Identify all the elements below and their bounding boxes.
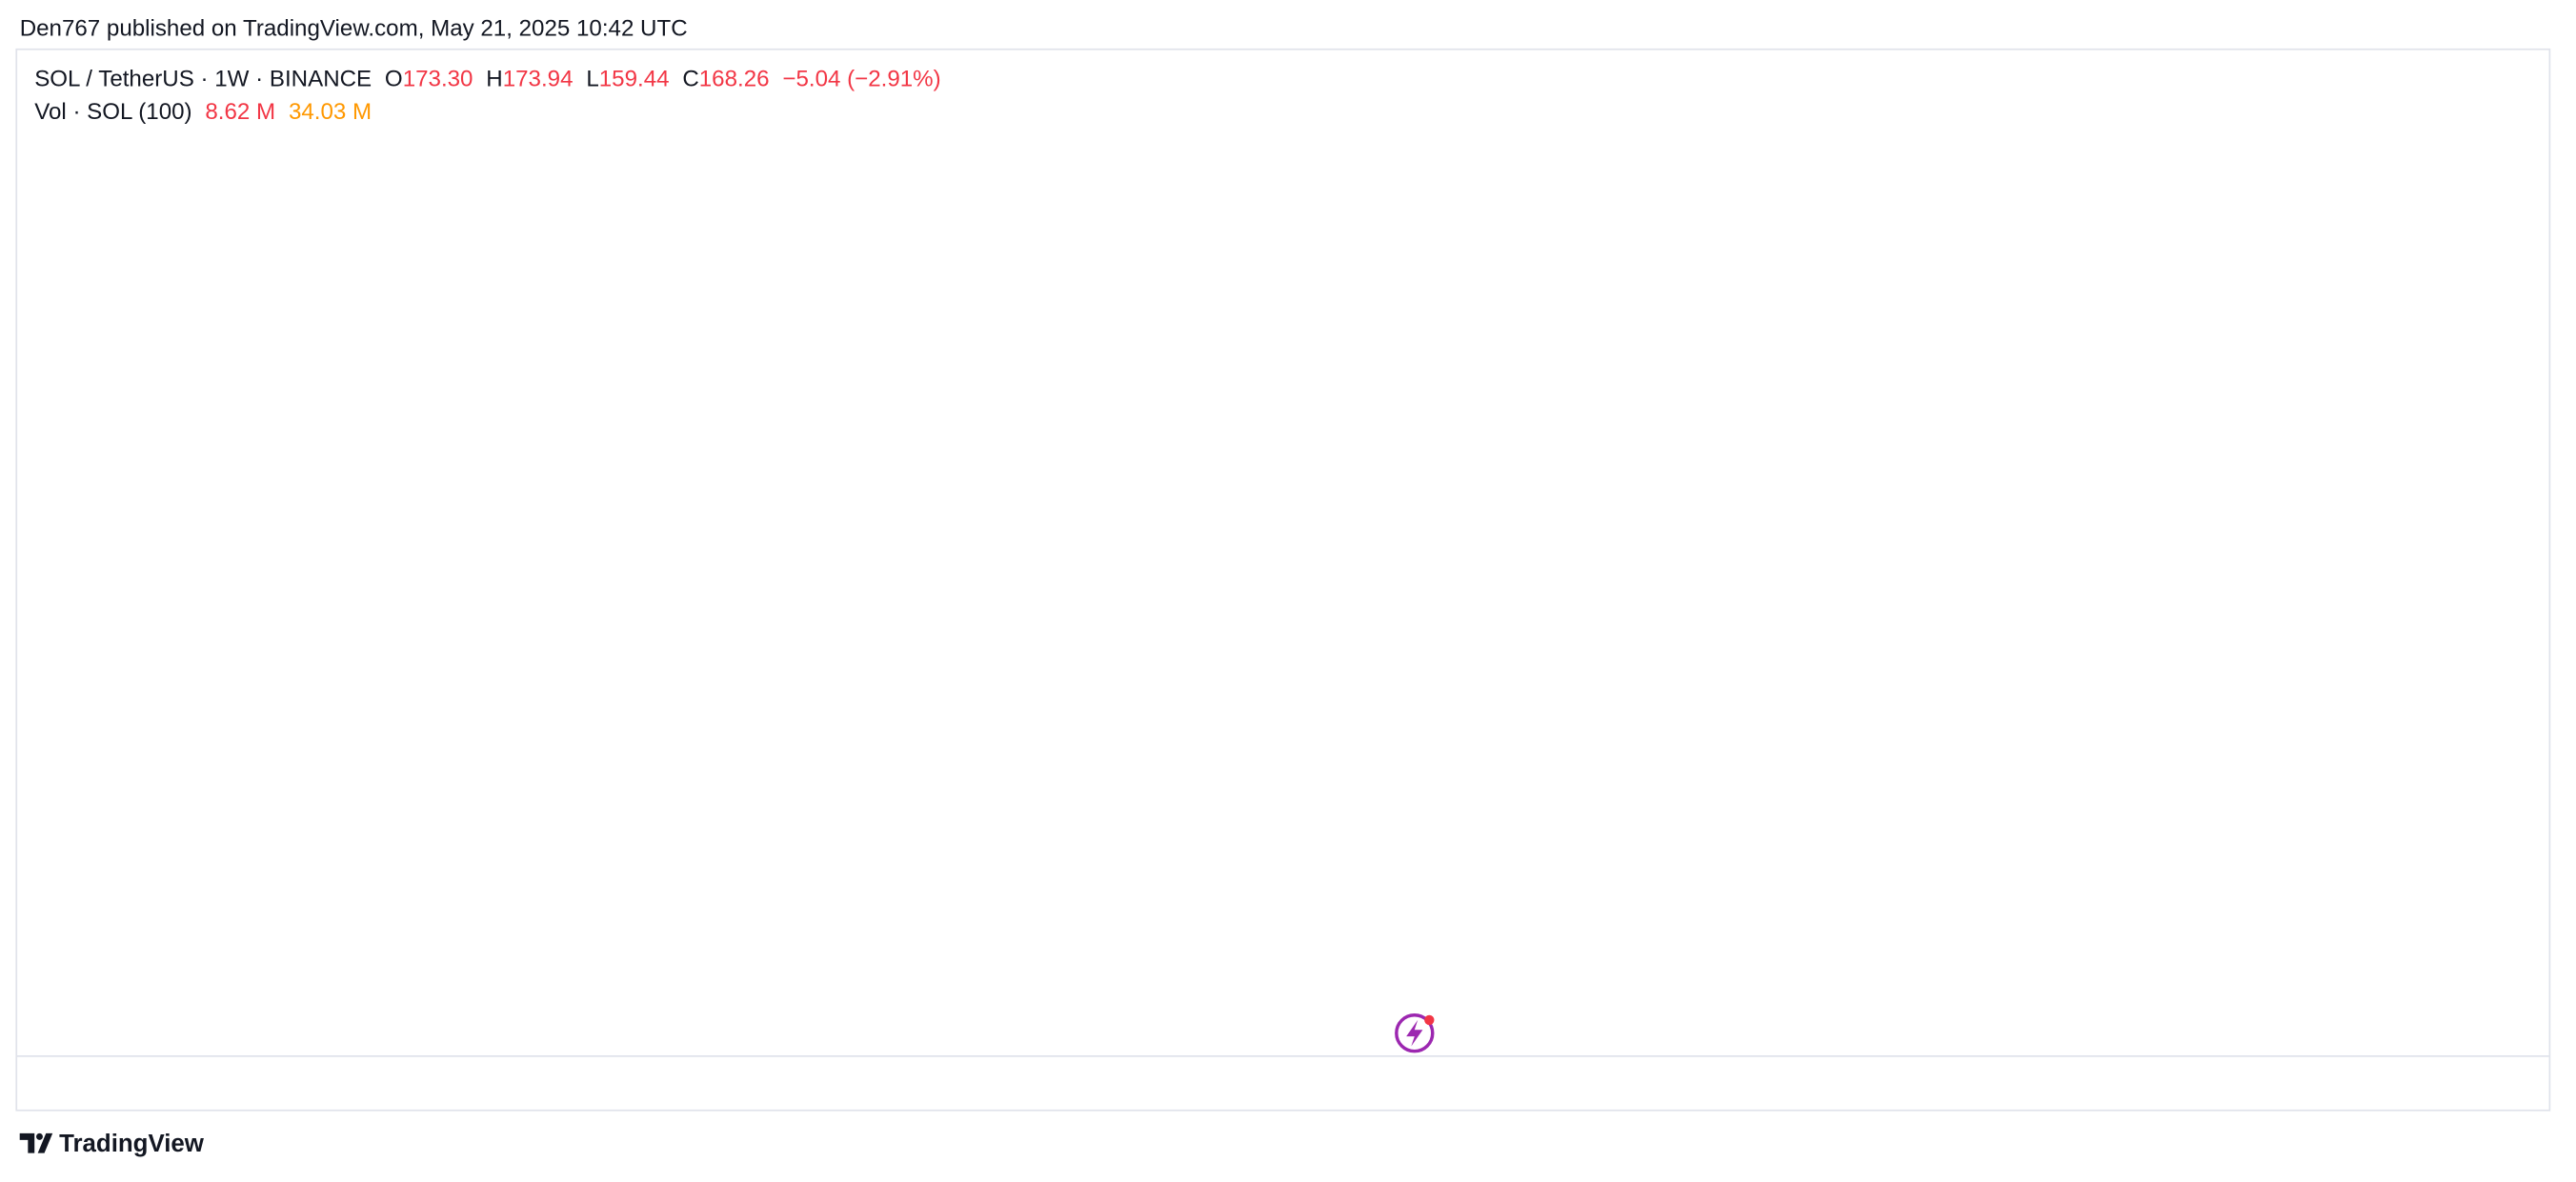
l-key: L bbox=[586, 67, 598, 92]
publish-info: Den767 published on TradingView.com, May… bbox=[20, 15, 688, 41]
symbol: SOL / TetherUS · 1W · BINANCE O173.30 H173… bbox=[34, 67, 940, 92]
h-val: 173.94 bbox=[503, 67, 574, 92]
vol-name: Vol · SOL (100) bbox=[34, 99, 191, 125]
alert-icon bbox=[1395, 1013, 1435, 1053]
c-key: C bbox=[682, 67, 698, 92]
h-key: H bbox=[486, 67, 502, 92]
volume-legend: Vol · SOL (100) 8.62 M 34.03 M bbox=[34, 99, 372, 125]
frame bbox=[15, 48, 2551, 1112]
brand-name: TradingView bbox=[59, 1131, 205, 1157]
symbol-name: SOL / TetherUS · 1W · BINANCE bbox=[34, 67, 372, 92]
legend: SOL / TetherUS · 1W · BINANCE O173.30 H173… bbox=[34, 67, 940, 125]
vol-ma-val: 34.03 M bbox=[289, 99, 372, 125]
brand: TradingView bbox=[19, 1131, 205, 1157]
change: −5.04 (−2.91%) bbox=[782, 67, 940, 92]
l-val: 159.44 bbox=[599, 67, 670, 92]
c-val: 168.26 bbox=[699, 67, 770, 92]
vol-val: 8.62 M bbox=[205, 99, 275, 125]
o-key: O bbox=[385, 67, 403, 92]
o-val: 173.30 bbox=[403, 67, 473, 92]
